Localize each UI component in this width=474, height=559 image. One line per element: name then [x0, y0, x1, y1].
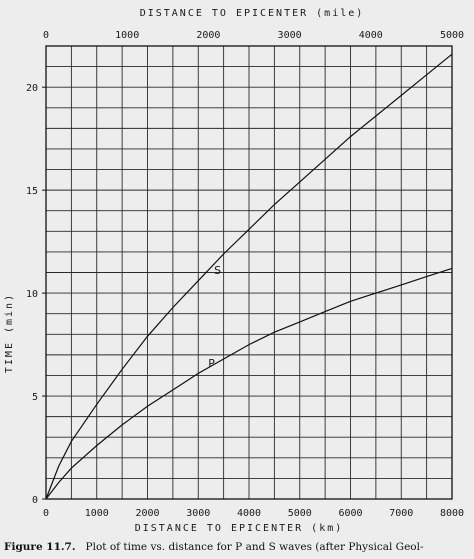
x-tick-label: 2000 — [135, 508, 159, 519]
x-top-tick-label: 3000 — [278, 30, 302, 41]
x-top-tick-label: 0 — [43, 30, 49, 41]
y-axis-title: TIME (min) — [4, 293, 15, 373]
x-tick-label: 0 — [43, 508, 49, 519]
chart-grid — [46, 46, 452, 499]
y-tick-label: 0 — [32, 495, 38, 506]
series-label-s: S — [214, 264, 221, 277]
x-top-tick-label: 2000 — [196, 30, 220, 41]
series-curve-p — [45, 267, 453, 500]
x-top-tick-label: 1000 — [115, 30, 139, 41]
x-axis-title: DISTANCE TO EPICENTER (km) — [135, 523, 344, 534]
x-tick-label: 6000 — [338, 508, 362, 519]
series-label-p: P — [208, 357, 215, 370]
x-top-tick-label: 5000 — [440, 30, 464, 41]
x-tick-label: 8000 — [440, 508, 464, 519]
x-tick-label: 3000 — [186, 508, 210, 519]
tick-label-layer: 0 1000 2000 3000 4000 5000 6000 7000 8000 0 1000 20… — [26, 30, 464, 519]
y-tick-label: 15 — [26, 186, 38, 197]
y-tick-label: 5 — [32, 392, 38, 403]
x-tick-label: 7000 — [389, 508, 413, 519]
caption-text: Plot of time vs. distance for P and S wa… — [85, 541, 424, 553]
series-layer: SP — [45, 53, 453, 500]
plot-frame — [45, 45, 453, 500]
x-tick-label: 4000 — [237, 508, 261, 519]
figure-caption: Figure 11.7. Plot of time vs. distance fo… — [4, 541, 474, 553]
x-top-axis-title: DISTANCE TO EPICENTER (mile) — [140, 8, 365, 19]
x-tick-label: 5000 — [288, 508, 312, 519]
plot-border — [45, 45, 453, 500]
x-top-tick-label: 4000 — [359, 30, 383, 41]
x-tick-label: 1000 — [85, 508, 109, 519]
series-curve-s — [45, 53, 453, 500]
figure-number: Figure 11.7. — [4, 541, 76, 553]
y-tick-label: 20 — [26, 83, 38, 94]
y-tick-label: 10 — [26, 289, 38, 300]
